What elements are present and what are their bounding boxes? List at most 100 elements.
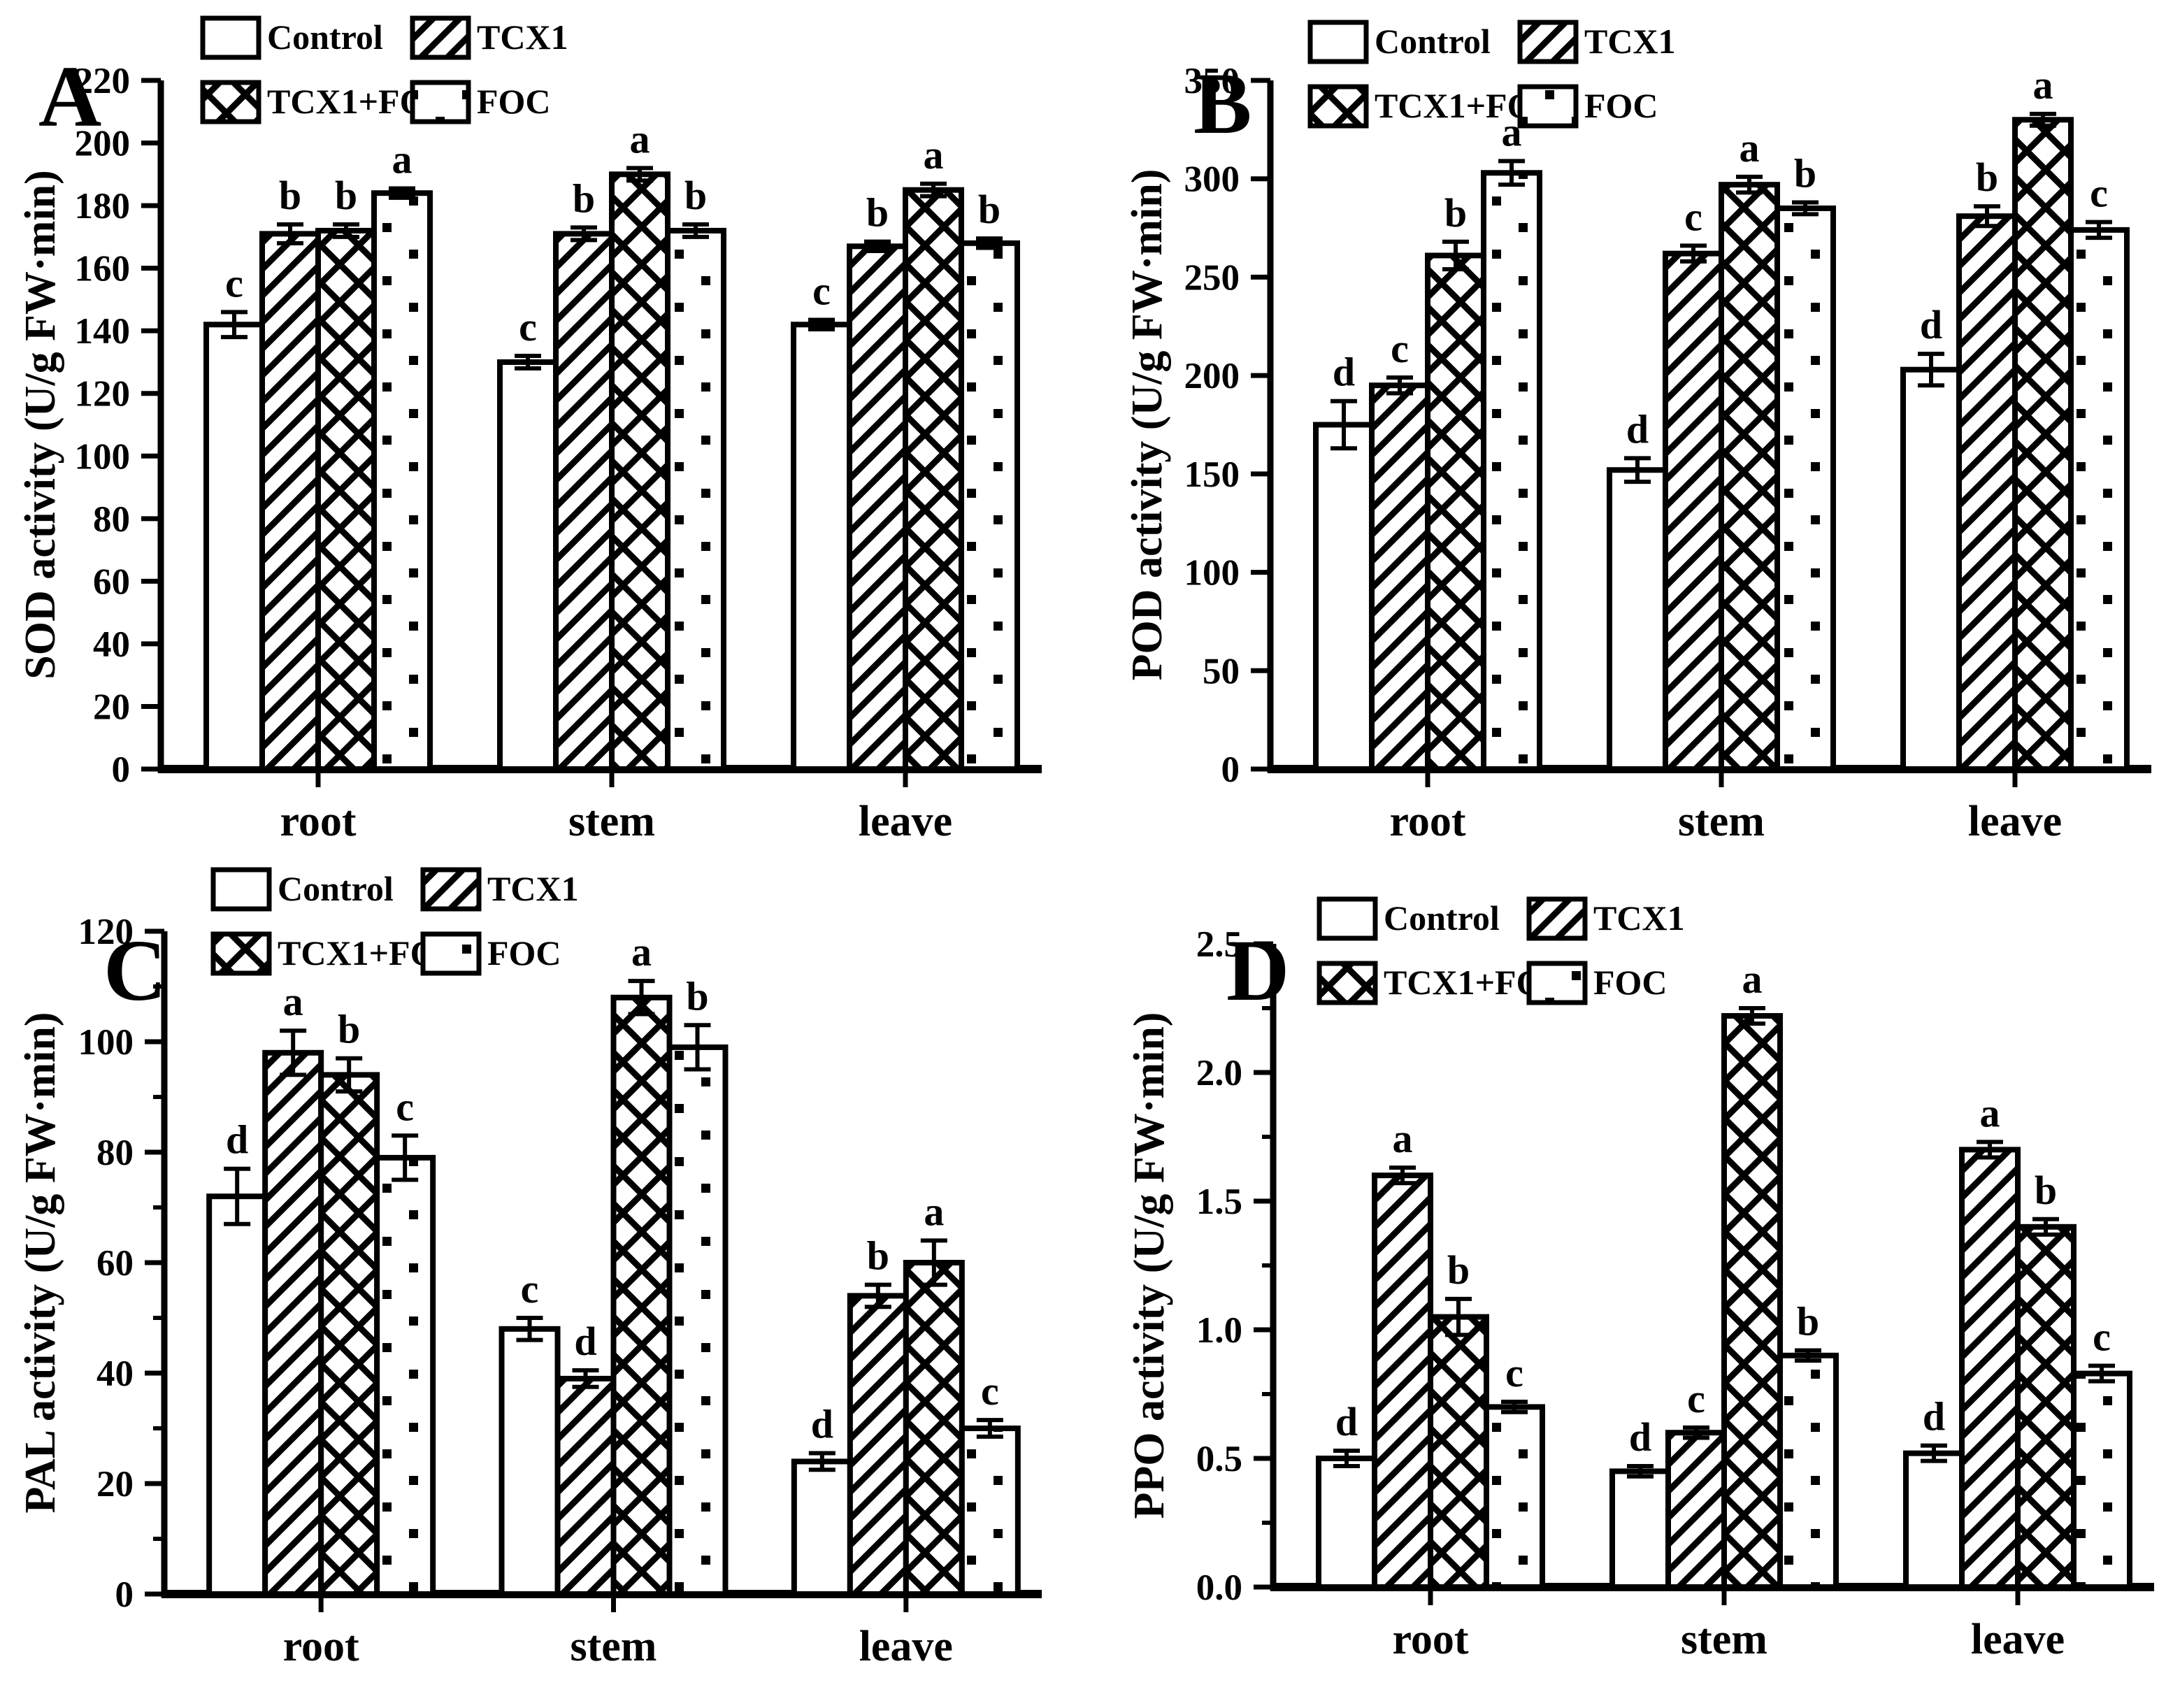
bar-control [203,322,265,772]
significance-letter: d [811,1402,833,1447]
significance-letter: b [978,187,1000,232]
significance-letter: a [630,116,650,162]
bar-foc [959,240,1020,772]
significance-letter: c [396,1084,414,1129]
chart-A-svg: A 0 20 40 60 80 100 120 140 160 180 200 220 SOD activ… [17,15,1042,845]
bar-tcx1+foc [903,187,964,773]
bar-tcx1+foc [1719,182,1780,772]
x-category-label: leave [1971,1616,2065,1663]
significance-letter: c [981,1368,999,1414]
y-tick-label: 40 [93,624,130,665]
y-tick-label: 2.5 [1196,924,1242,965]
bar-tcx1+foc [903,1260,965,1597]
x-category-label: leave [1968,798,2062,845]
bar-foc [1484,1404,1545,1591]
bar-control [1607,467,1668,772]
panel-letter: B [1193,56,1251,152]
legend-swatch-foc [1517,84,1579,129]
legend-swatch-foc [410,80,471,124]
bar-tcx1+foc [610,994,673,1598]
y-tick-label: 0.0 [1196,1567,1242,1608]
bar-tcx1 [847,1293,909,1598]
x-category-label: leave [859,798,952,845]
bar-tcx1 [262,1049,324,1597]
x-category-label: root [1392,1616,1468,1663]
y-tick-label: 60 [93,561,130,602]
legend-swatch-control [1317,896,1378,941]
significance-letter: b [338,1007,360,1052]
y-tick-label: 50 [1203,651,1240,691]
x-category-label: stem [1681,1616,1767,1663]
x-category-label: root [1389,798,1465,845]
significance-letter: c [1391,326,1409,371]
significance-letter: d [1629,1414,1651,1460]
significance-letter: b [866,190,889,236]
y-tick-label: 250 [1184,257,1240,298]
chart-D-svg: D 0.0 0.5 1.0 1.5 2.0 2.5 PPO activity (U/g FW·… [1126,896,2154,1663]
significance-letter: a [1393,1116,1413,1161]
y-tick-label: 160 [75,249,131,289]
y-tick-label: 80 [93,499,130,540]
bar-foc [374,1154,436,1597]
y-tick-label: 20 [93,687,130,727]
significance-letter: d [1335,1399,1358,1444]
legend-label: Control [1375,22,1491,61]
legend-swatch-foc [420,931,482,976]
y-tick-label: 200 [75,124,131,164]
bar-control [791,322,852,772]
legend-swatch-control [200,15,261,60]
significance-letter: d [1626,406,1649,452]
legend-swatch-tcx1+foc [210,931,272,976]
significance-letter: a [631,929,652,975]
significance-letter: b [1444,190,1467,236]
significance-letter: d [1920,302,1942,347]
legend-label: TCX1 [477,17,568,57]
bar-foc [2071,1370,2132,1590]
y-tick-label: 20 [96,1464,134,1505]
bar-tcx1 [1369,382,1430,772]
bar-tcx1 [554,1375,617,1598]
significance-letter: d [1333,350,1355,395]
y-tick-label: 120 [78,912,134,952]
y-tick-label: 100 [78,1022,134,1063]
significance-letter: c [1684,194,1702,239]
y-tick-label: 180 [75,186,131,227]
legend-swatch-tcx1 [410,15,471,60]
bar-tcx1+foc [1721,1013,1783,1591]
significance-letter: d [1923,1394,1945,1440]
bar-control [1316,1456,1377,1590]
legend-label: FOC [1584,86,1658,125]
bar-tcx1+foc [1428,1314,1489,1590]
bar-tcx1 [259,231,321,772]
legend-swatch-tcx1+foc [1317,961,1378,1005]
y-tick-label: 100 [75,436,131,477]
bar-tcx1+foc [1425,252,1486,772]
y-tick-label: 60 [96,1243,134,1284]
legend-label: Control [1384,898,1500,938]
legend-label: Control [278,869,394,908]
bar-control [497,359,559,772]
bar-tcx1 [553,231,615,772]
legend-swatch-tcx1 [420,867,482,912]
y-tick-label: 100 [1184,553,1240,594]
bar-tcx1 [1956,213,2018,772]
bar-tcx1+foc [2012,117,2074,773]
y-axis-title: POD activity (U/g FW·min) [1124,169,1171,681]
y-tick-label: 200 [1184,356,1240,396]
x-category-label: leave [859,1623,953,1670]
significance-letter: b [573,175,595,221]
panel-letter: A [38,49,101,145]
significance-letter: b [1794,150,1816,196]
bar-tcx1+foc [315,227,377,772]
significance-letter: b [1447,1247,1470,1293]
bar-tcx1 [1663,250,1724,772]
bar-tcx1+foc [318,1072,380,1597]
significance-letter: d [226,1117,248,1163]
bar-foc [665,227,726,772]
significance-letter: a [1740,125,1760,171]
legend-label: TCX1 [1593,898,1685,938]
y-tick-label: 220 [75,61,131,101]
bar-control [499,1326,561,1597]
bar-foc [959,1426,1021,1597]
y-tick-label: 0 [112,749,131,790]
